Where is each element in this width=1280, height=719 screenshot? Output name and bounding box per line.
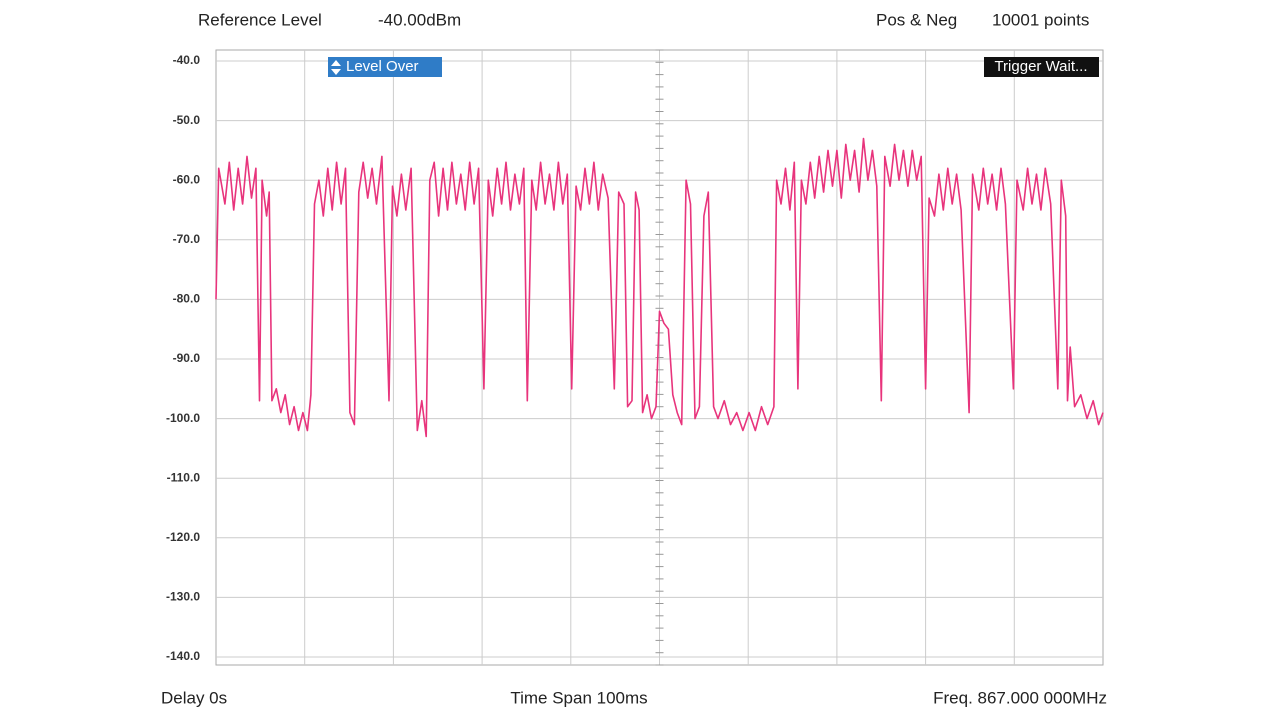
- badge-trigger-wait: Trigger Wait...: [994, 58, 1087, 75]
- header-value: -40.00dBm: [378, 10, 461, 29]
- y-tick-label: -40.0: [173, 53, 201, 67]
- y-tick-label: -60.0: [173, 172, 201, 186]
- y-tick-label: -80.0: [173, 292, 201, 306]
- footer-text: Freq. 867.000 000MHz: [933, 688, 1107, 707]
- header-label: Pos & Neg: [876, 10, 957, 29]
- y-tick-label: -120.0: [166, 530, 200, 544]
- footer-text: Time Span 100ms: [510, 688, 647, 707]
- header-value: 10001 points: [992, 10, 1089, 29]
- y-tick-label: -70.0: [173, 232, 201, 246]
- y-tick-label: -130.0: [166, 590, 200, 604]
- badge-icon: [331, 60, 341, 75]
- badge-level-over: Level Over: [346, 58, 419, 75]
- y-tick-label: -110.0: [167, 470, 201, 484]
- vertical-grid: [304, 49, 1015, 666]
- y-tick-label: -90.0: [173, 351, 201, 365]
- header-label: Reference Level: [198, 10, 322, 29]
- badge-box: [328, 57, 442, 77]
- y-tick-label: -140.0: [166, 649, 200, 663]
- y-tick-label: -100.0: [166, 411, 200, 425]
- footer-text: Delay 0s: [161, 688, 227, 707]
- y-tick-label: -50.0: [173, 113, 201, 127]
- badge-box: [984, 57, 1099, 77]
- trace-line: [215, 137, 1104, 438]
